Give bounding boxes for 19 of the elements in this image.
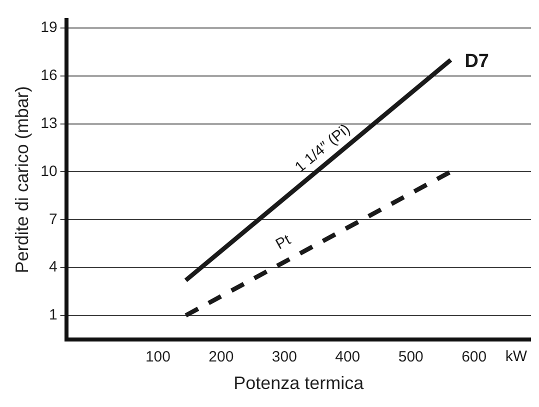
y-tick-label: 1	[48, 306, 58, 324]
y-tick-label: 10	[40, 162, 58, 180]
x-tick-label: 200	[208, 348, 234, 366]
y-tick-label: 4	[48, 258, 58, 276]
x-tick-label: 400	[335, 348, 360, 366]
y-tick-label: 19	[40, 19, 58, 36]
y-tick-label: 16	[40, 67, 58, 84]
y-tick-label: 13	[40, 114, 58, 132]
x-tick-label: 100	[145, 348, 170, 366]
x-axis-title: Potenza termica	[234, 373, 365, 394]
text: Pt	[272, 231, 294, 254]
x-tick-label: 600	[462, 348, 487, 366]
y-axis-title: Perdite di carico (mbar)	[12, 86, 32, 274]
text: kW	[505, 348, 528, 366]
x-tick-label: 500	[398, 348, 424, 366]
x-tick-label: 300	[272, 348, 297, 366]
annotation: D7	[464, 51, 489, 72]
text: 1 1/4″ (Pi)	[292, 120, 354, 176]
y-tick-label: 7	[48, 210, 58, 228]
